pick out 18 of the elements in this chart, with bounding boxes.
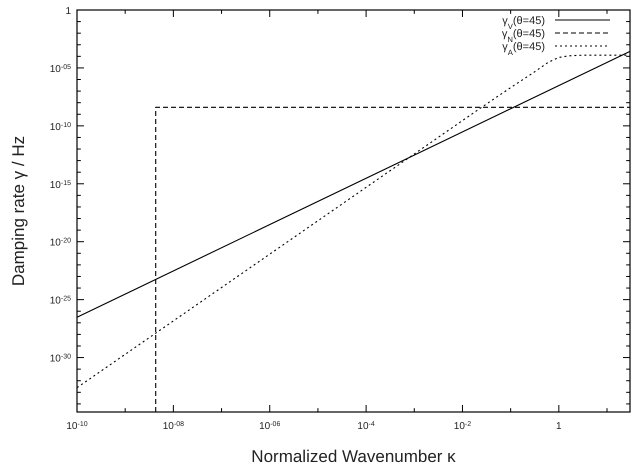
y-axis-title: Damping rate γ / Hz xyxy=(9,136,28,286)
legend-label: γ$_{A}$(θ=45) xyxy=(502,41,545,56)
y-tick-label: 10$^{-30}$ xyxy=(50,353,72,365)
x-tick-label: 10$^{-4}$ xyxy=(357,420,375,432)
x-axis-title: Normalized Wavenumber κ xyxy=(251,447,456,466)
x-tick-label: 1 xyxy=(556,421,562,432)
y-tick-label: 10$^{-05}$ xyxy=(50,63,72,75)
x-tick-label: 10$^{-2}$ xyxy=(454,420,472,432)
y-tick-label: 10$^{-15}$ xyxy=(50,179,72,191)
y-tick-label: 10$^{-25}$ xyxy=(50,295,72,307)
x-tick-label: 10$^{-08}$ xyxy=(162,420,184,432)
x-tick-label: 10$^{-06}$ xyxy=(259,420,280,432)
legend-label: γ$_{V}$(θ=45) xyxy=(502,15,545,30)
y-tick-label: 10$^{-20}$ xyxy=(50,237,72,249)
y-tick-label: 1 xyxy=(65,6,72,17)
legend-label: γ$_{N}$(θ=45) xyxy=(502,28,545,44)
x-tick-label: 10$^{-10}$ xyxy=(66,420,88,432)
y-tick-label: 10$^{-10}$ xyxy=(50,121,72,133)
